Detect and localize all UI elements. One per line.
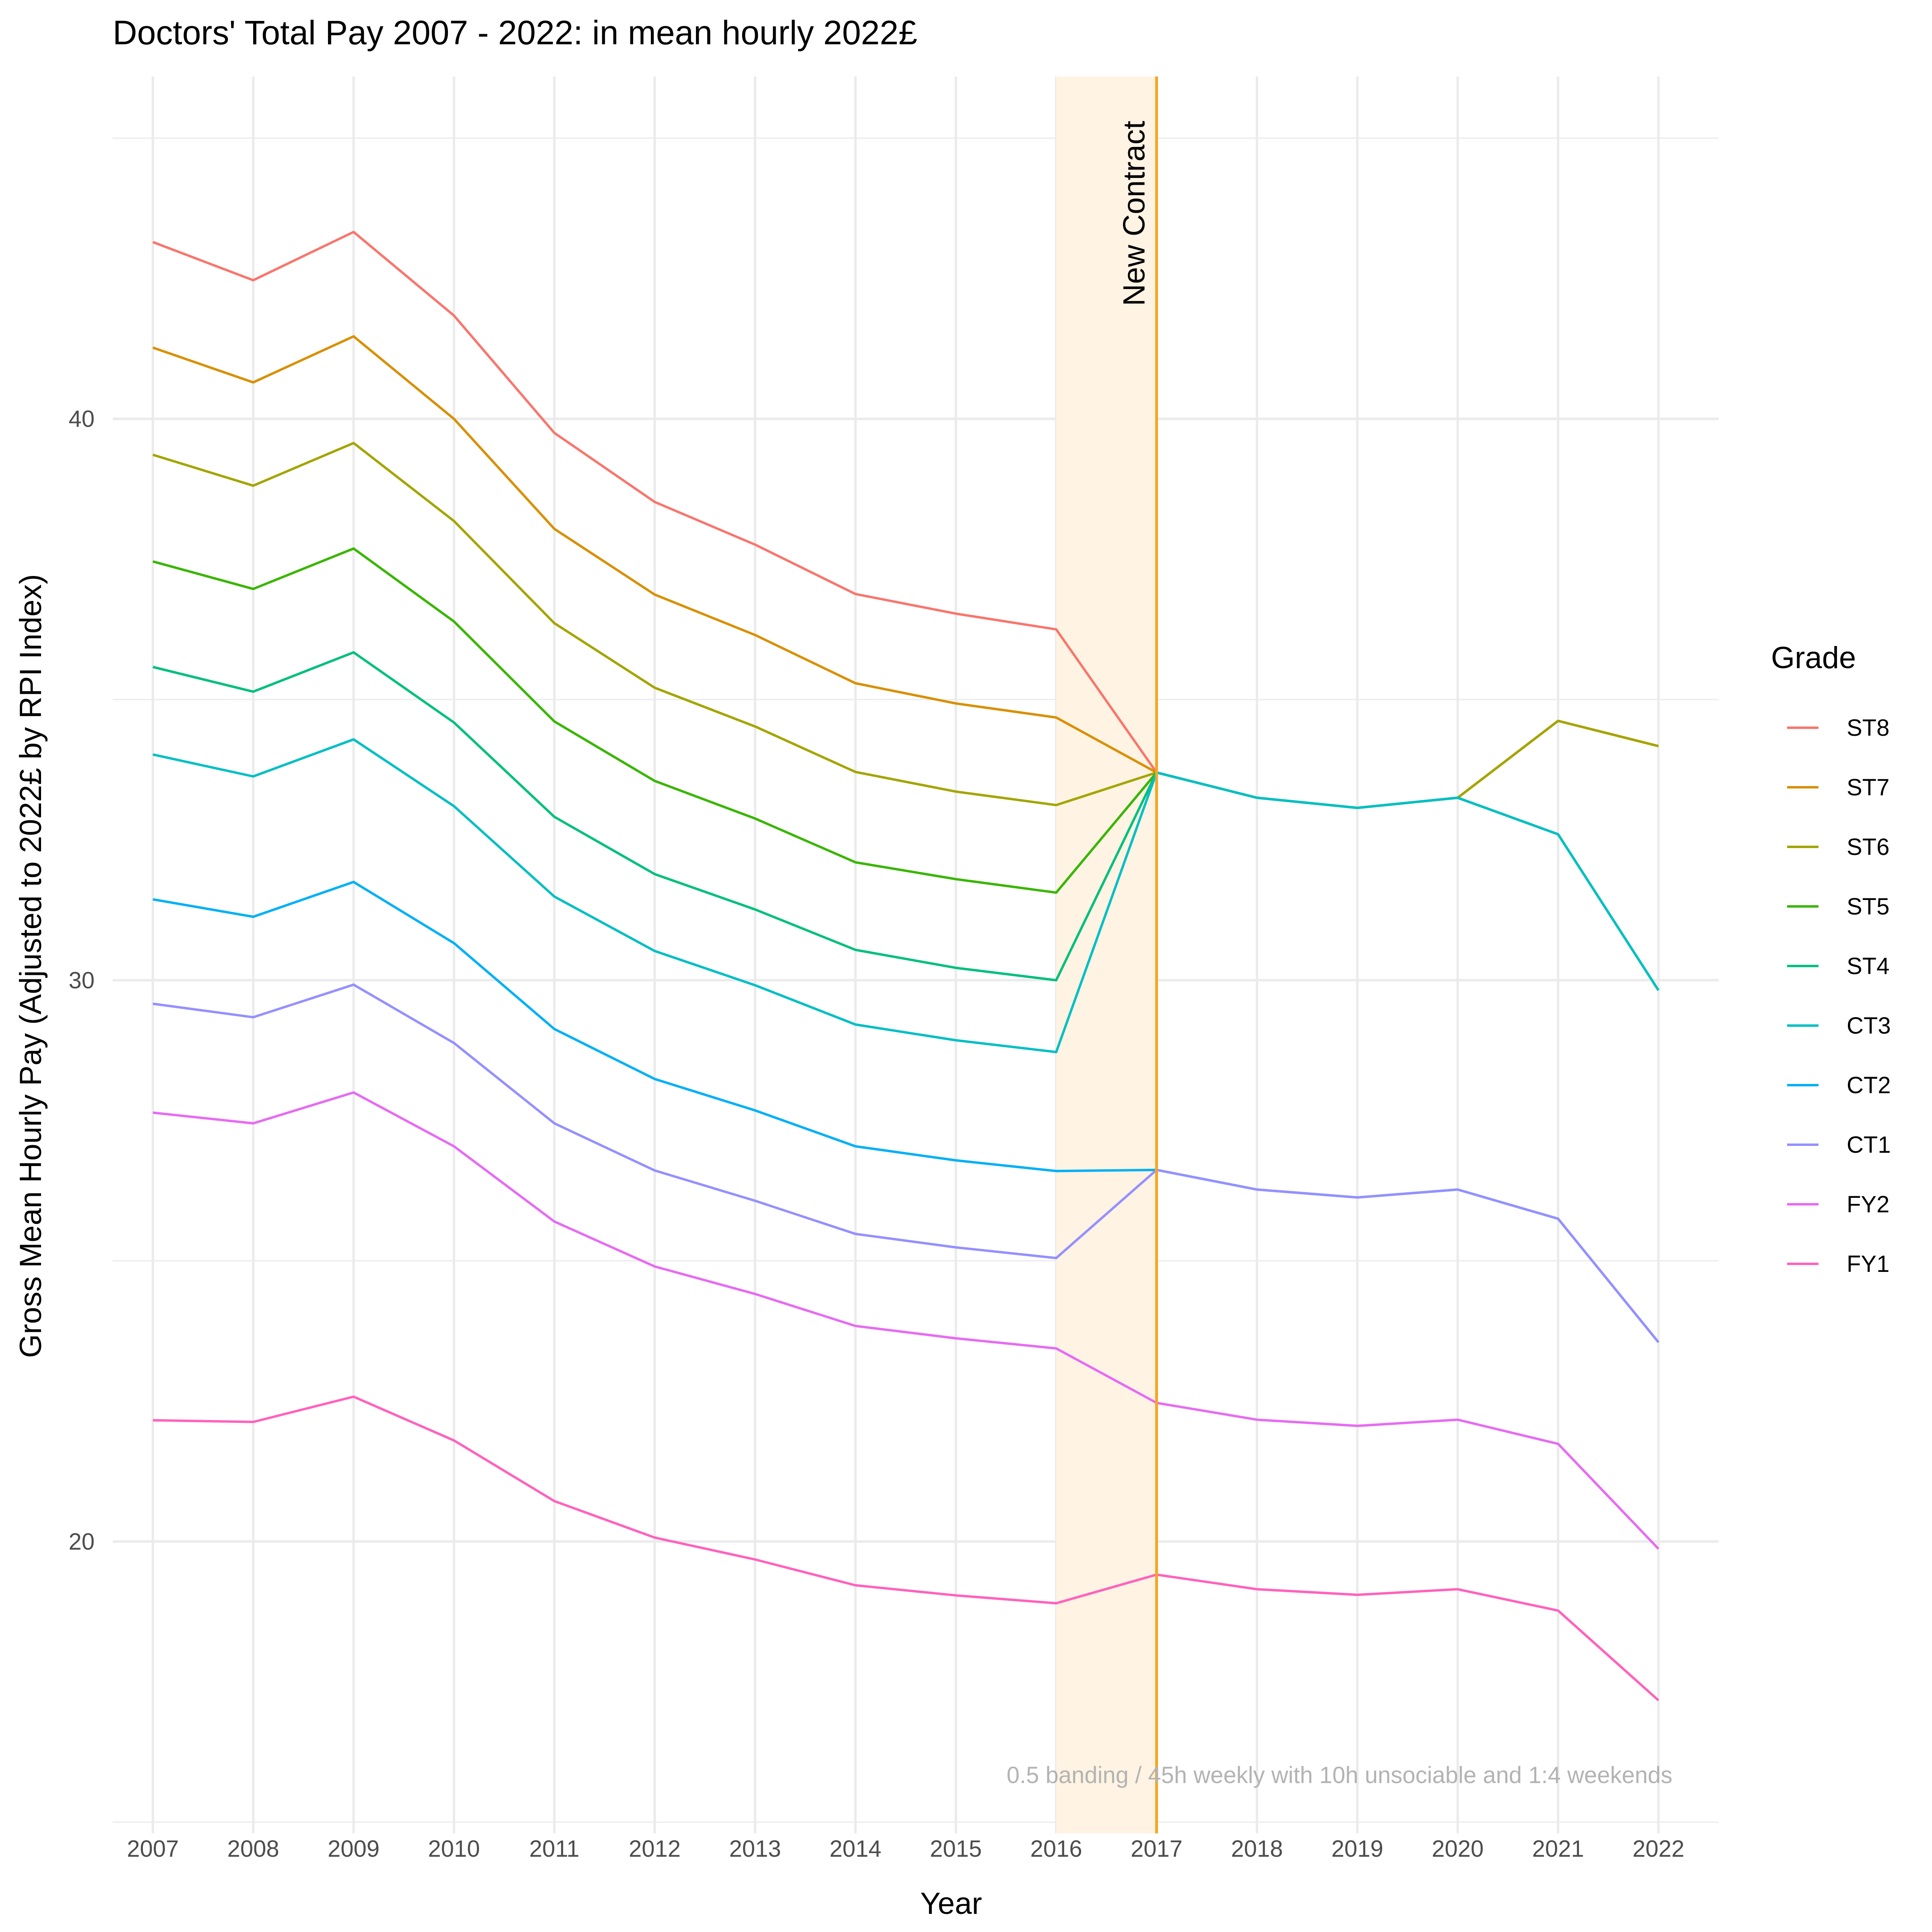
y-tick-label-20: 20	[68, 1529, 95, 1555]
legend-items: ST8 ST7 ST6 ST5 ST4 CT3 CT2 CT1 FY2 FY1	[1787, 715, 1891, 1277]
new-contract-band	[1056, 76, 1157, 1833]
x-tick-label-2016: 2016	[1030, 1836, 1082, 1862]
chart-caption: 0.5 banding / 45h weekly with 10h unsoci…	[1007, 1762, 1672, 1788]
grid-major	[113, 76, 1719, 1833]
legend-label-ct2: CT2	[1847, 1072, 1891, 1098]
x-tick-label-2020: 2020	[1432, 1836, 1484, 1862]
y-tick-label-30: 30	[68, 967, 95, 993]
series-line-fy1	[153, 1395, 1660, 1701]
x-tick-label-2014: 2014	[830, 1836, 881, 1862]
y-axis-title: Gross Mean Hourly Pay (Adjusted to 2022£…	[14, 574, 48, 1358]
x-tick-label-2008: 2008	[227, 1836, 279, 1862]
x-axis-title: Year	[920, 1887, 982, 1921]
legend-label-st8: ST8	[1847, 715, 1889, 741]
x-tick-label-2015: 2015	[930, 1836, 982, 1862]
x-tick-label-2022: 2022	[1633, 1836, 1684, 1862]
x-tick-label-2018: 2018	[1231, 1836, 1283, 1862]
chart-title: Doctors' Total Pay 2007 - 2022: in mean …	[113, 14, 917, 52]
contract-band-layer	[1056, 76, 1157, 1833]
series-line-ct1	[153, 983, 1660, 1343]
legend-label-st5: ST5	[1847, 894, 1889, 920]
y-tick-label-40: 40	[68, 406, 95, 432]
x-tick-label-2017: 2017	[1131, 1836, 1183, 1862]
new-contract-label: New Contract	[1117, 121, 1152, 306]
legend-label-st6: ST6	[1847, 834, 1889, 860]
legend: Grade ST8 ST7 ST6 ST5 ST4 CT3 CT2 CT1 FY2 FY1	[1771, 641, 1891, 1277]
x-tick-label-2010: 2010	[428, 1836, 480, 1862]
series-layer	[152, 231, 1660, 1701]
series-line-ct3	[153, 738, 1660, 1053]
legend-label-ct1: CT1	[1847, 1132, 1891, 1158]
legend-label-st7: ST7	[1847, 774, 1889, 801]
legend-label-fy1: FY1	[1847, 1251, 1889, 1277]
x-tick-label-2009: 2009	[328, 1836, 380, 1862]
x-tick-label-2011: 2011	[529, 1836, 580, 1862]
legend-label-fy2: FY2	[1847, 1191, 1889, 1218]
x-tick-labels: 2007 2008 2009 2010 2011 2012 2013 2014 2015 2016…	[127, 1836, 1684, 1862]
x-tick-label-2012: 2012	[629, 1836, 681, 1862]
legend-label-st4: ST4	[1847, 953, 1889, 979]
legend-label-ct3: CT3	[1847, 1013, 1891, 1039]
y-tick-labels: 20 30 40	[68, 406, 95, 1555]
x-tick-label-2021: 2021	[1532, 1836, 1584, 1862]
x-tick-label-2007: 2007	[127, 1836, 179, 1862]
series-line-fy2	[153, 1091, 1660, 1550]
x-tick-label-2019: 2019	[1331, 1836, 1383, 1862]
grid-minor	[113, 137, 1719, 1823]
legend-title: Grade	[1771, 641, 1856, 675]
x-tick-label-2013: 2013	[729, 1836, 781, 1862]
